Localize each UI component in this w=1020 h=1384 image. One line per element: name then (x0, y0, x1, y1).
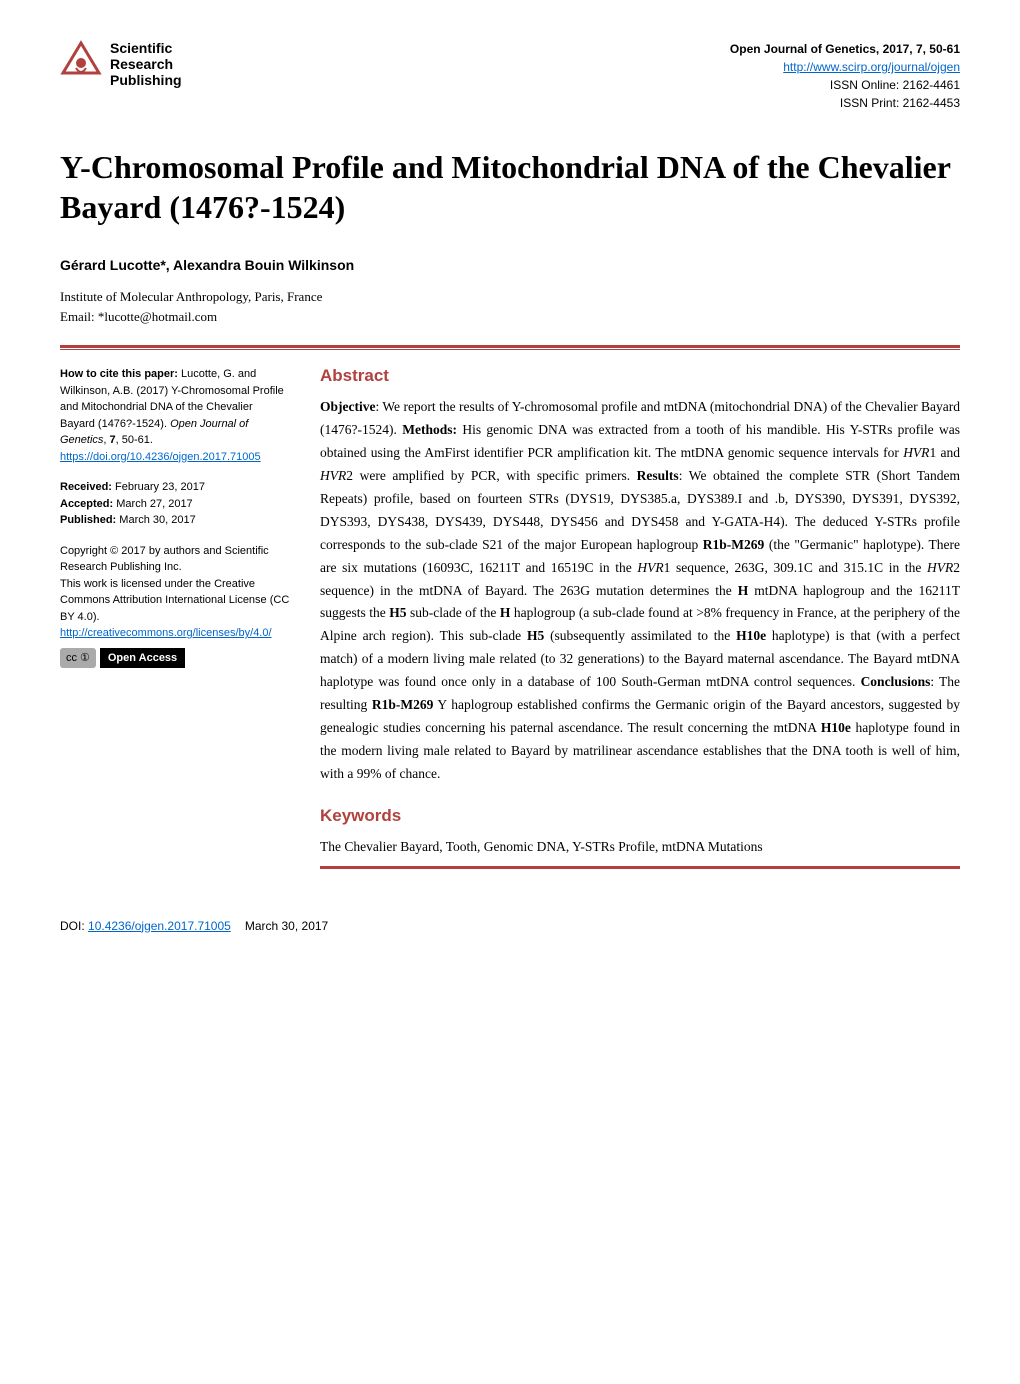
abstract-methods-label: Methods: (402, 422, 457, 437)
published-date: March 30, 2017 (116, 514, 196, 526)
corresponding-email: Email: *lucotte@hotmail.com (60, 309, 960, 325)
page-footer: DOI: 10.4236/ojgen.2017.71005 March 30, … (60, 919, 960, 933)
footer-date: March 30, 2017 (245, 919, 328, 933)
abstract-objective-label: Objective (320, 399, 375, 414)
footer-doi-link[interactable]: 10.4236/ojgen.2017.71005 (88, 919, 231, 933)
by-icon: ① (80, 650, 90, 667)
cite-text-3: , 50-61. (116, 434, 153, 446)
keywords-body: The Chevalier Bayard, Tooth, Genomic DNA… (320, 836, 960, 858)
journal-name-line: Open Journal of Genetics, 2017, 7, 50-61 (730, 40, 960, 58)
citation-doi-link[interactable]: https://doi.org/10.4236/ojgen.2017.71005 (60, 451, 261, 463)
abstract-body: Objective: We report the results of Y-ch… (320, 396, 960, 786)
sidebar: How to cite this paper: Lucotte, G. and … (60, 366, 290, 869)
dates-block: Received: February 23, 2017 Accepted: Ma… (60, 479, 290, 529)
publisher-name-l3: Publishing (110, 72, 182, 88)
received-date: February 23, 2017 (112, 481, 205, 493)
publisher-name-l2: Research (110, 56, 182, 72)
section-divider-bottom (320, 866, 960, 869)
published-label: Published: (60, 514, 116, 526)
copyright-line: Copyright © 2017 by authors and Scientif… (60, 543, 290, 576)
header: Scientific Research Publishing Open Jour… (60, 40, 960, 112)
publisher-name: Scientific Research Publishing (110, 40, 182, 88)
cite-label: How to cite this paper: (60, 368, 178, 380)
license-text: This work is licensed under the Creative… (60, 576, 290, 626)
cc-label: cc (66, 650, 77, 667)
received-label: Received: (60, 481, 112, 493)
keywords-heading: Keywords (320, 806, 960, 826)
abstract-heading: Abstract (320, 366, 960, 386)
paper-title: Y-Chromosomal Profile and Mitochondrial … (60, 147, 960, 227)
issn-online: ISSN Online: 2162-4461 (730, 76, 960, 94)
abstract-conclusions-label: Conclusions (861, 674, 931, 689)
journal-meta: Open Journal of Genetics, 2017, 7, 50-61… (730, 40, 960, 112)
open-access-badge: Open Access (100, 648, 185, 669)
publisher-name-l1: Scientific (110, 40, 182, 56)
license-block: Copyright © 2017 by authors and Scientif… (60, 543, 290, 669)
issn-print: ISSN Print: 2162-4453 (730, 94, 960, 112)
publisher-logo: Scientific Research Publishing (60, 40, 182, 88)
publisher-logo-icon (60, 40, 102, 82)
cc-badge: cc ① Open Access (60, 648, 185, 669)
authors: Gérard Lucotte*, Alexandra Bouin Wilkins… (60, 257, 960, 273)
affiliation: Institute of Molecular Anthropology, Par… (60, 289, 960, 305)
section-divider-top (60, 345, 960, 350)
footer-doi-label: DOI: (60, 919, 88, 933)
cc-icon: cc ① (60, 648, 96, 669)
journal-url-link[interactable]: http://www.scirp.org/journal/ojgen (783, 60, 960, 74)
accepted-date: March 27, 2017 (113, 498, 193, 510)
abstract-results-label: Results (637, 468, 679, 483)
citation-block: How to cite this paper: Lucotte, G. and … (60, 366, 290, 465)
main-content: Abstract Objective: We report the result… (320, 366, 960, 869)
accepted-label: Accepted: (60, 498, 113, 510)
license-url-link[interactable]: http://creativecommons.org/licenses/by/4… (60, 627, 272, 639)
